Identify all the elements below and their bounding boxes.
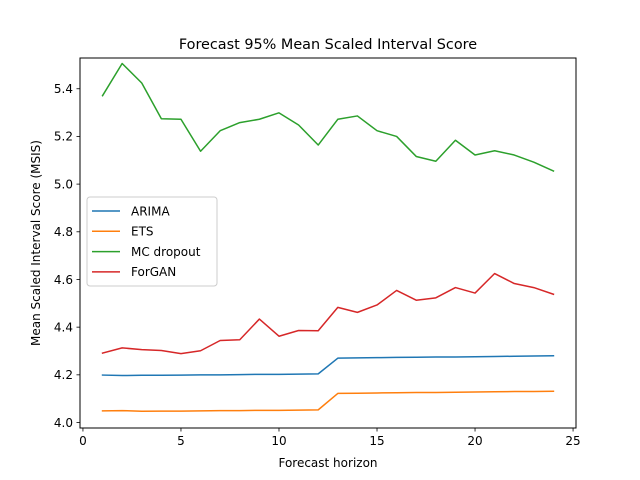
series-line-2 (101, 62, 555, 172)
x-axis-label: Forecast horizon (278, 456, 377, 470)
x-axis: 0 5 10 15 20 25 (79, 428, 581, 448)
y-tick-label: 4.2 (54, 368, 73, 382)
x-tick-label: 0 (79, 434, 87, 448)
y-tick-label: 5.0 (54, 177, 73, 191)
legend-label-2: MC dropout (131, 245, 201, 259)
legend-label-0: ARIMA (131, 204, 170, 218)
legend-frame (86, 196, 218, 287)
legend-label-1: ETS (131, 225, 154, 239)
y-tick-label: 5.4 (54, 82, 73, 96)
series-line-1 (101, 390, 555, 413)
plot-frame (79, 57, 577, 429)
x-tick-label: 15 (369, 434, 384, 448)
x-tick-label: 20 (467, 434, 482, 448)
y-tick-label: 4.6 (54, 273, 73, 287)
y-axis: 4.0 4.2 4.4 4.6 4.8 5.0 5.2 5.4 (54, 82, 80, 430)
y-tick-label: 4.0 (54, 416, 73, 430)
legend-label-3: ForGAN (131, 265, 176, 279)
x-tick-label: 5 (177, 434, 185, 448)
series-line-0 (101, 355, 555, 377)
chart-title: Forecast 95% Mean Scaled Interval Score (179, 37, 477, 53)
series-layer (101, 62, 555, 413)
x-tick-label: 10 (271, 434, 286, 448)
y-axis-label: Mean Scaled Interval Score (MSIS) (29, 140, 43, 346)
x-tick-label: 25 (565, 434, 580, 448)
y-tick-label: 4.8 (54, 225, 73, 239)
legend: ARIMA ETS MC dropout ForGAN (86, 196, 218, 287)
y-tick-label: 5.2 (54, 130, 73, 144)
y-tick-label: 4.4 (54, 320, 73, 334)
series-line-3 (101, 272, 555, 355)
